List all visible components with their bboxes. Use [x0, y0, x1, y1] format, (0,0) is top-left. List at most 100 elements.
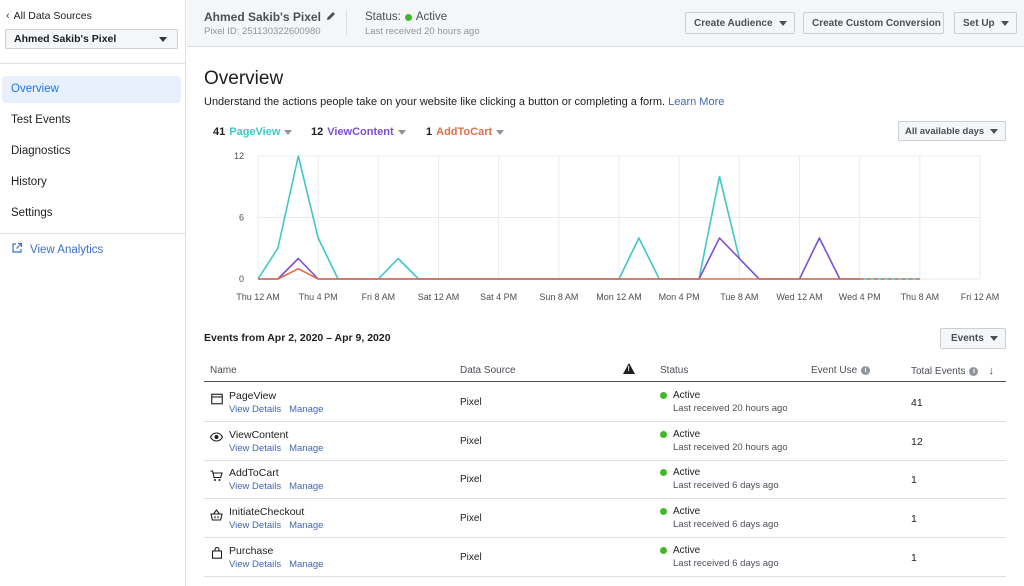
event-total-count: 41 — [911, 397, 923, 409]
column-header-label: Event Use — [811, 365, 858, 376]
column-header-data-source[interactable]: Data Source — [460, 365, 516, 376]
date-range-dropdown[interactable]: All available days — [898, 121, 1006, 141]
sidebar: ‹ All Data Sources Ahmed Sakib's Pixel O… — [0, 0, 186, 586]
back-to-data-sources-link[interactable]: ‹ All Data Sources — [6, 10, 92, 22]
shopping-bag-icon — [210, 547, 223, 560]
info-icon[interactable]: i — [969, 366, 979, 376]
caret-down-icon — [496, 129, 505, 135]
event-status: Active — [660, 390, 700, 401]
page-title: Overview — [204, 68, 284, 89]
column-header-name[interactable]: Name — [210, 365, 237, 376]
events-date-range: Events from Apr 2, 2020 – Apr 9, 2020 — [204, 332, 391, 344]
event-status: Active — [660, 506, 700, 517]
column-header-label: Name — [210, 365, 237, 376]
event-status-value: Active — [673, 390, 701, 401]
create-custom-conversion-button[interactable]: Create Custom Conversion — [803, 12, 944, 34]
event-actions: View Details Manage — [229, 559, 323, 570]
manage-link[interactable]: Manage — [289, 404, 324, 415]
manage-link[interactable]: Manage — [289, 520, 324, 532]
event-status: Active — [660, 467, 700, 478]
set-up-label: Set Up — [963, 17, 995, 29]
sidebar-item-label: Overview — [11, 83, 59, 95]
info-icon[interactable]: i — [861, 366, 871, 375]
manage-link[interactable]: Manage — [289, 442, 324, 454]
sidebar-item-diagnostics[interactable]: Diagnostics — [2, 138, 181, 165]
pixel-title: Ahmed Sakib's Pixel — [204, 10, 336, 24]
learn-more-link[interactable]: Learn More — [668, 96, 725, 108]
column-header-status[interactable]: Status — [660, 365, 688, 376]
event-total-count: 1 — [911, 513, 917, 526]
events-button-label: Events — [951, 333, 984, 344]
x-tick-label: Tue 8 AM — [720, 292, 758, 302]
caret-down-icon — [159, 37, 167, 42]
sidebar-item-history[interactable]: History — [2, 169, 181, 196]
event-name: AddToCart — [229, 467, 279, 480]
pixel-select-dropdown[interactable]: Ahmed Sakib's Pixel — [5, 29, 178, 49]
status-dot-icon — [660, 430, 667, 438]
x-tick-label: Fri 8 AM — [362, 292, 396, 302]
event-status-value: Active — [673, 544, 701, 556]
table-row: ViewContent View Details Manage Pixel Active… — [204, 422, 1006, 461]
caret-down-icon — [778, 20, 787, 26]
view-details-link[interactable]: View Details — [229, 404, 282, 415]
event-data-source: Pixel — [460, 435, 482, 447]
x-tick-label: Mon 4 PM — [659, 292, 700, 302]
metric-viewcontent-selector[interactable]: 12 ViewContent — [311, 126, 406, 138]
metric-name: PageView — [229, 126, 281, 138]
event-total-count: 1 — [911, 474, 917, 487]
caret-down-icon — [397, 129, 406, 135]
sidebar-divider — [0, 233, 186, 234]
x-tick-label: Fri 12 AM — [961, 292, 1000, 302]
warning-icon[interactable]: ! — [623, 363, 635, 374]
manage-link[interactable]: Manage — [289, 558, 324, 570]
view-details-link[interactable]: View Details — [229, 520, 282, 532]
column-header-label: Data Source — [460, 365, 516, 376]
cart-icon — [210, 469, 223, 482]
column-header-event-use[interactable]: Event Use i — [811, 365, 871, 376]
y-tick-label: 12 — [234, 151, 244, 161]
table-row: PageView View Details Manage Pixel Active Las… — [204, 383, 1006, 422]
browser-window-icon — [210, 392, 223, 405]
view-details-link[interactable]: View Details — [229, 558, 282, 570]
caret-down-icon — [1000, 20, 1009, 26]
status-label: Status: — [365, 11, 401, 23]
view-details-link[interactable]: View Details — [229, 442, 282, 454]
metric-count: 1 — [426, 126, 433, 138]
pencil-icon[interactable] — [326, 10, 336, 24]
series-line-addtocart — [258, 267, 860, 280]
table-header-divider — [204, 381, 1006, 382]
x-tick-label: Mon 12 AM — [596, 292, 642, 302]
set-up-button[interactable]: Set Up — [954, 12, 1017, 34]
sidebar-item-label: Settings — [11, 207, 53, 219]
metric-addtocart-selector[interactable]: 1 AddToCart — [426, 126, 505, 138]
table-row: AddToCart View Details Manage Pixel Active La… — [204, 460, 1006, 500]
create-audience-button[interactable]: Create Audience — [685, 12, 795, 34]
sidebar-item-settings[interactable]: Settings — [2, 200, 181, 227]
metric-pageview-selector[interactable]: 41 PageView — [213, 126, 293, 138]
status-dot-icon — [660, 469, 667, 477]
sort-arrow-down-icon[interactable]: ↓ — [988, 365, 994, 377]
metric-count: 41 — [213, 126, 226, 138]
event-name: Purchase — [229, 544, 274, 557]
series-line-viewcontent — [258, 237, 860, 280]
view-analytics-link[interactable]: View Analytics — [11, 242, 103, 257]
sidebar-item-label: Diagnostics — [11, 145, 71, 157]
status-dot-icon — [660, 508, 667, 516]
sidebar-item-test-events[interactable]: Test Events — [2, 107, 181, 134]
events-line-chart: 0 6 12 Thu 12 AM Thu 4 PM Fri 8 AM Sat 12 AM Sa… — [234, 151, 1000, 302]
column-header-total-events[interactable]: Total Events i ↓ — [911, 365, 994, 377]
view-details-link[interactable]: View Details — [229, 481, 282, 493]
x-tick-label: Sat 12 AM — [418, 292, 460, 302]
sidebar-item-overview[interactable]: Overview — [2, 76, 181, 103]
x-tick-label: Thu 4 PM — [299, 292, 338, 302]
chevron-left-icon: ‹ — [6, 10, 10, 22]
caret-down-icon — [990, 128, 999, 134]
events-filter-button[interactable]: Events — [940, 328, 1006, 349]
event-status-value: Active — [673, 506, 701, 518]
column-header-label: Status — [660, 365, 689, 376]
x-tick-label: Wed 4 PM — [839, 292, 881, 302]
manage-link[interactable]: Manage — [289, 481, 324, 493]
status-value: Active — [415, 11, 448, 23]
event-status: Active — [660, 429, 700, 440]
